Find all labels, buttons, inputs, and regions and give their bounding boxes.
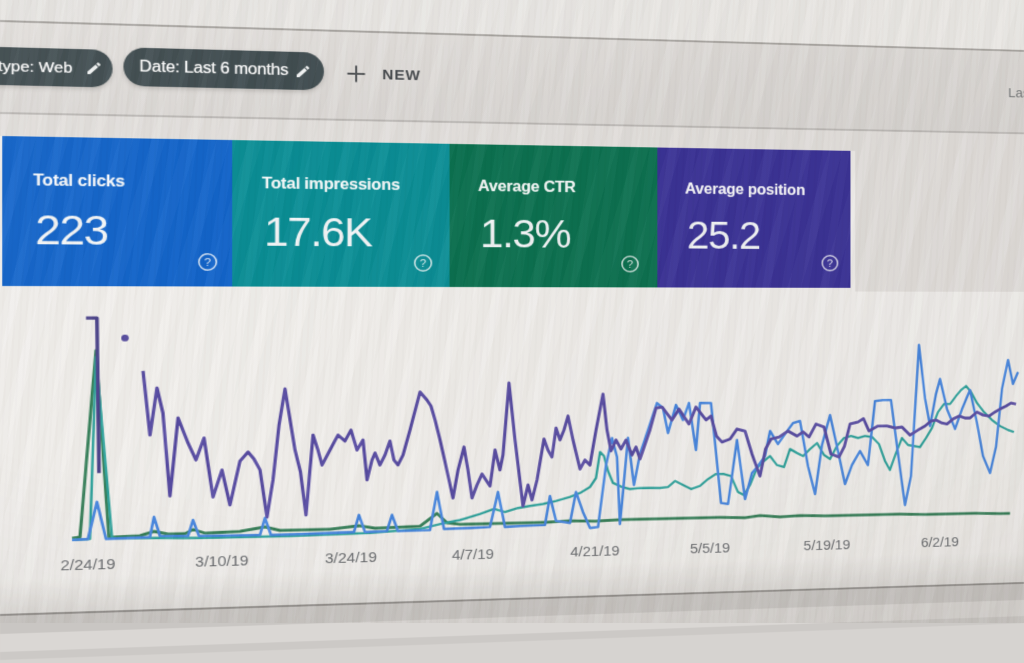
- svg-text:?: ?: [205, 256, 212, 269]
- svg-text:?: ?: [827, 257, 833, 269]
- svg-text:?: ?: [627, 258, 633, 270]
- svg-text:?: ?: [420, 257, 427, 270]
